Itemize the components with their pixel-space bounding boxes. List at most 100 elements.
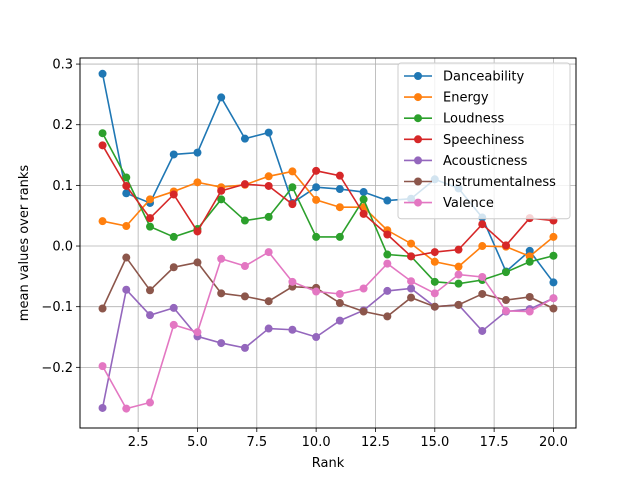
- data-point-danceability: [217, 93, 226, 102]
- y-axis-label: mean values over ranks: [17, 165, 32, 322]
- data-point-speechiness: [478, 220, 487, 229]
- data-point-danceability: [169, 150, 178, 159]
- data-point-danceability: [359, 188, 368, 197]
- legend: Danceability Energy Loudness Speechiness Aco…: [397, 62, 571, 220]
- data-point-valence: [549, 294, 558, 303]
- data-point-valence: [430, 289, 439, 298]
- data-point-acousticness: [217, 339, 226, 348]
- data-point-speechiness: [98, 141, 107, 150]
- data-point-acousticness: [312, 333, 321, 342]
- x-tick-label: 12.5: [361, 435, 390, 450]
- data-point-speechiness: [383, 230, 392, 239]
- plot-frame: [79, 57, 577, 429]
- data-point-loudness: [335, 232, 344, 241]
- data-point-instrumentalness: [193, 258, 202, 267]
- data-point-acousticness: [240, 343, 249, 352]
- x-tick-label: 2.5: [128, 435, 149, 450]
- data-point-instrumentalness: [430, 302, 439, 311]
- legend-item-danceability: Danceability: [404, 70, 525, 85]
- data-point-valence: [193, 328, 202, 337]
- series-speechiness: [98, 141, 558, 261]
- data-point-danceability: [240, 134, 249, 143]
- x-axis-label: Rank: [312, 456, 345, 471]
- y-tick-label: −0.1: [41, 300, 73, 315]
- x-tick-label: 10.0: [302, 435, 331, 450]
- legend-marker: [414, 93, 422, 102]
- data-point-valence: [525, 307, 534, 316]
- data-point-danceability: [264, 128, 273, 137]
- legend-marker: [414, 72, 422, 80]
- data-point-valence: [169, 320, 178, 329]
- data-point-speechiness: [288, 200, 297, 209]
- data-point-loudness: [383, 250, 392, 259]
- data-point-instrumentalness: [407, 293, 416, 302]
- data-point-instrumentalness: [335, 299, 344, 308]
- data-point-energy: [312, 195, 321, 204]
- legend-item-speechiness: Speechiness: [404, 133, 525, 148]
- data-point-loudness: [264, 212, 273, 221]
- legend-item-energy: Energy: [404, 91, 489, 106]
- data-point-danceability: [383, 196, 392, 205]
- data-point-loudness: [430, 277, 439, 286]
- legend-marker: [414, 135, 422, 144]
- data-point-energy: [98, 217, 107, 226]
- legend-label: Loudness: [443, 112, 504, 127]
- data-point-valence: [383, 259, 392, 268]
- data-point-instrumentalness: [501, 296, 510, 305]
- data-point-energy: [193, 178, 202, 187]
- data-point-energy: [122, 222, 131, 231]
- data-point-acousticness: [478, 326, 487, 335]
- series-line-energy: [102, 170, 554, 268]
- data-point-loudness: [217, 195, 226, 204]
- x-tick-label: 15.0: [420, 435, 449, 450]
- data-point-instrumentalness: [217, 289, 226, 298]
- data-point-instrumentalness: [549, 304, 558, 313]
- y-axis-ticks: −0.2 −0.1 0.0 0.1 0.2 0.3: [41, 58, 80, 376]
- data-point-speechiness: [122, 181, 131, 190]
- data-point-speechiness: [430, 248, 439, 257]
- series-line-speechiness: [101, 144, 554, 258]
- data-point-valence: [312, 287, 321, 296]
- data-point-speechiness: [217, 186, 226, 195]
- y-tick-label: 0.0: [52, 240, 73, 255]
- legend-label: Instrumentalness: [443, 175, 556, 190]
- data-point-loudness: [122, 173, 131, 182]
- data-point-speechiness: [264, 181, 273, 190]
- data-point-loudness: [312, 232, 321, 241]
- data-point-energy: [335, 203, 344, 212]
- data-point-speechiness: [146, 214, 155, 223]
- legend-label: Valence: [443, 196, 494, 211]
- data-point-instrumentalness: [146, 286, 155, 295]
- x-tick-label: 7.5: [246, 435, 267, 450]
- data-point-energy: [407, 239, 416, 248]
- data-point-acousticness: [407, 284, 416, 293]
- y-tick-label: 0.3: [52, 58, 73, 73]
- data-point-speechiness: [169, 190, 178, 199]
- data-point-valence: [240, 262, 249, 271]
- data-point-valence: [98, 362, 107, 371]
- data-point-danceability: [193, 148, 202, 157]
- data-point-acousticness: [98, 403, 107, 412]
- data-point-acousticness: [264, 324, 273, 333]
- data-point-instrumentalness: [525, 292, 534, 301]
- data-point-energy: [454, 262, 463, 271]
- data-point-valence: [407, 277, 416, 286]
- data-point-loudness: [146, 222, 155, 231]
- x-axis-ticks: 2.5 5.0 7.5 10.0 12.5 15.0 17.5 20.0: [128, 428, 568, 450]
- data-point-instrumentalness: [478, 289, 487, 298]
- legend-box: [397, 62, 571, 220]
- data-point-instrumentalness: [454, 300, 463, 309]
- data-point-energy: [264, 172, 273, 181]
- x-tick-label: 17.5: [480, 435, 509, 450]
- data-point-valence: [501, 306, 510, 315]
- data-point-speechiness: [501, 241, 510, 250]
- data-point-energy: [549, 232, 558, 241]
- data-point-acousticness: [335, 316, 344, 325]
- data-point-valence: [122, 404, 131, 413]
- data-point-loudness: [501, 268, 510, 277]
- data-point-acousticness: [122, 285, 131, 294]
- x-tick-label: 5.0: [187, 435, 208, 450]
- legend-label: Speechiness: [443, 133, 525, 148]
- y-tick-label: −0.2: [41, 361, 73, 376]
- data-point-instrumentalness: [359, 307, 368, 316]
